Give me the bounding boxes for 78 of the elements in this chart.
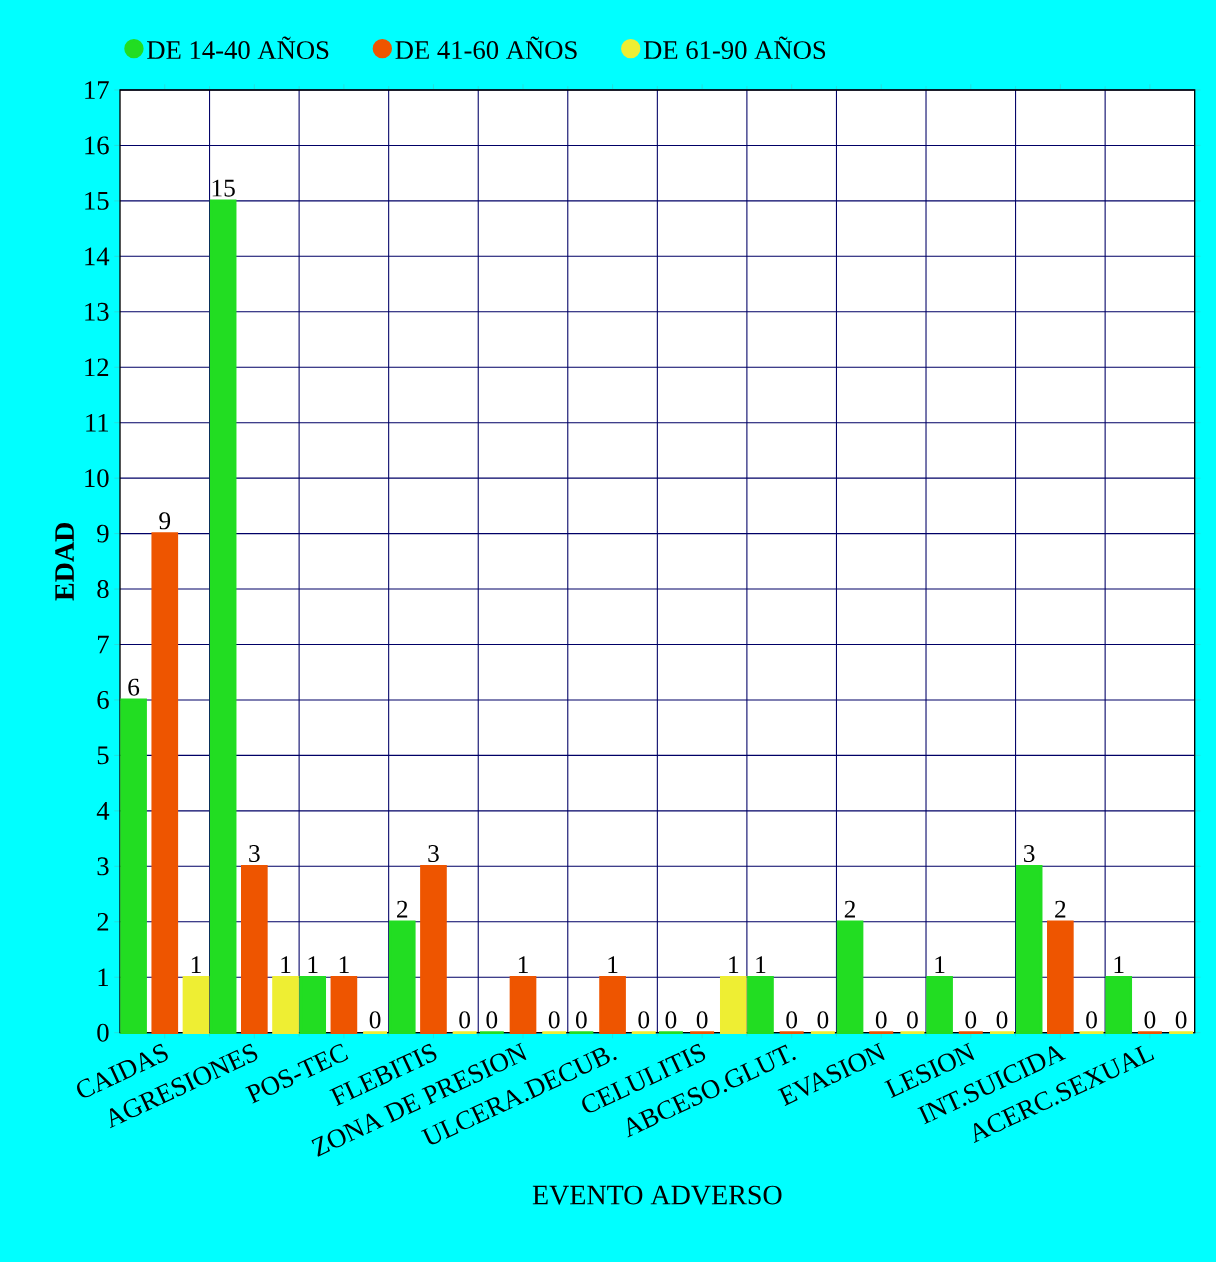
data-label: 2 bbox=[1055, 900, 1066, 918]
bar bbox=[509, 975, 537, 1034]
data-label: 1 bbox=[518, 956, 528, 973]
bar bbox=[151, 532, 179, 1034]
data-label: 0 bbox=[638, 1011, 650, 1029]
data-label: 2 bbox=[397, 900, 408, 918]
y-tick-label: 12 bbox=[85, 358, 109, 377]
y-tick-label: 9 bbox=[97, 524, 109, 543]
data-label: 0 bbox=[486, 1011, 498, 1029]
bar bbox=[747, 975, 774, 1034]
y-tick-label: 14 bbox=[85, 247, 110, 266]
data-label: 2 bbox=[844, 900, 855, 918]
bar bbox=[836, 920, 864, 1034]
data-label: 0 bbox=[1144, 1011, 1156, 1029]
y-tick-label: 17 bbox=[85, 81, 109, 99]
bar bbox=[388, 920, 416, 1034]
y-tick-label: 16 bbox=[85, 136, 109, 155]
data-label: 1 bbox=[935, 956, 945, 973]
legend-label: DE 14-40 AÑOS bbox=[147, 36, 329, 60]
legend-label: DE 61-90 AÑOS bbox=[643, 36, 826, 60]
data-label: 0 bbox=[665, 1011, 677, 1029]
data-label: 0 bbox=[1086, 1011, 1097, 1029]
y-tick-label: 7 bbox=[98, 635, 109, 654]
bar bbox=[272, 975, 299, 1034]
y-tick-label: 3 bbox=[97, 857, 109, 876]
bar bbox=[241, 864, 268, 1034]
data-label: 0 bbox=[696, 1011, 708, 1029]
x-axis-title: EVENTO ADVERSO bbox=[532, 1185, 782, 1205]
bar bbox=[182, 975, 210, 1034]
data-label: 0 bbox=[548, 1011, 560, 1029]
bar bbox=[719, 975, 747, 1034]
data-label: 15 bbox=[212, 179, 235, 197]
data-label: 0 bbox=[907, 1011, 918, 1029]
bar bbox=[926, 975, 953, 1034]
data-label: 0 bbox=[996, 1011, 1008, 1029]
y-tick-label: 6 bbox=[97, 691, 109, 709]
data-label: 6 bbox=[128, 678, 140, 696]
bar bbox=[299, 975, 327, 1034]
y-tick-label: 5 bbox=[97, 746, 109, 765]
bar bbox=[1105, 975, 1133, 1034]
y-tick-label: 10 bbox=[85, 469, 109, 488]
data-label: 3 bbox=[249, 845, 260, 863]
data-label: 0 bbox=[786, 1011, 798, 1029]
y-axis-title: EDAD bbox=[55, 523, 74, 601]
y-tick-label: 4 bbox=[96, 802, 110, 820]
data-label: 0 bbox=[575, 1011, 587, 1029]
bar bbox=[1047, 920, 1074, 1034]
bar bbox=[1015, 864, 1043, 1034]
y-tick-label: 13 bbox=[85, 302, 109, 321]
data-label: 1 bbox=[608, 956, 618, 973]
data-label: 1 bbox=[308, 956, 318, 973]
data-label: 1 bbox=[191, 956, 201, 973]
legend-label: DE 41-60 AÑOS bbox=[395, 36, 577, 60]
y-tick-label: 2 bbox=[97, 912, 109, 931]
data-label: 0 bbox=[459, 1011, 471, 1029]
bar bbox=[330, 975, 358, 1034]
data-label: 1 bbox=[1114, 956, 1124, 973]
data-label: 0 bbox=[369, 1011, 381, 1029]
data-label: 0 bbox=[1175, 1011, 1187, 1029]
bar bbox=[120, 698, 147, 1034]
data-label: 0 bbox=[875, 1011, 887, 1029]
bar bbox=[599, 975, 626, 1034]
y-tick-label: 0 bbox=[97, 1023, 109, 1042]
data-label: 1 bbox=[729, 956, 739, 973]
data-label: 1 bbox=[339, 956, 349, 973]
data-label: 1 bbox=[281, 956, 291, 973]
data-label: 3 bbox=[428, 845, 439, 863]
bar bbox=[420, 864, 447, 1034]
data-label: 1 bbox=[756, 956, 766, 973]
data-label: 0 bbox=[817, 1011, 829, 1029]
bar bbox=[209, 199, 237, 1034]
y-tick-label: 15 bbox=[85, 191, 109, 210]
y-tick-label: 8 bbox=[97, 580, 109, 599]
data-label: 0 bbox=[965, 1011, 977, 1029]
data-label: 9 bbox=[159, 512, 171, 530]
y-tick-label: 1 bbox=[98, 968, 108, 987]
y-tick-label: 11 bbox=[86, 413, 108, 432]
data-label: 3 bbox=[1024, 845, 1035, 863]
